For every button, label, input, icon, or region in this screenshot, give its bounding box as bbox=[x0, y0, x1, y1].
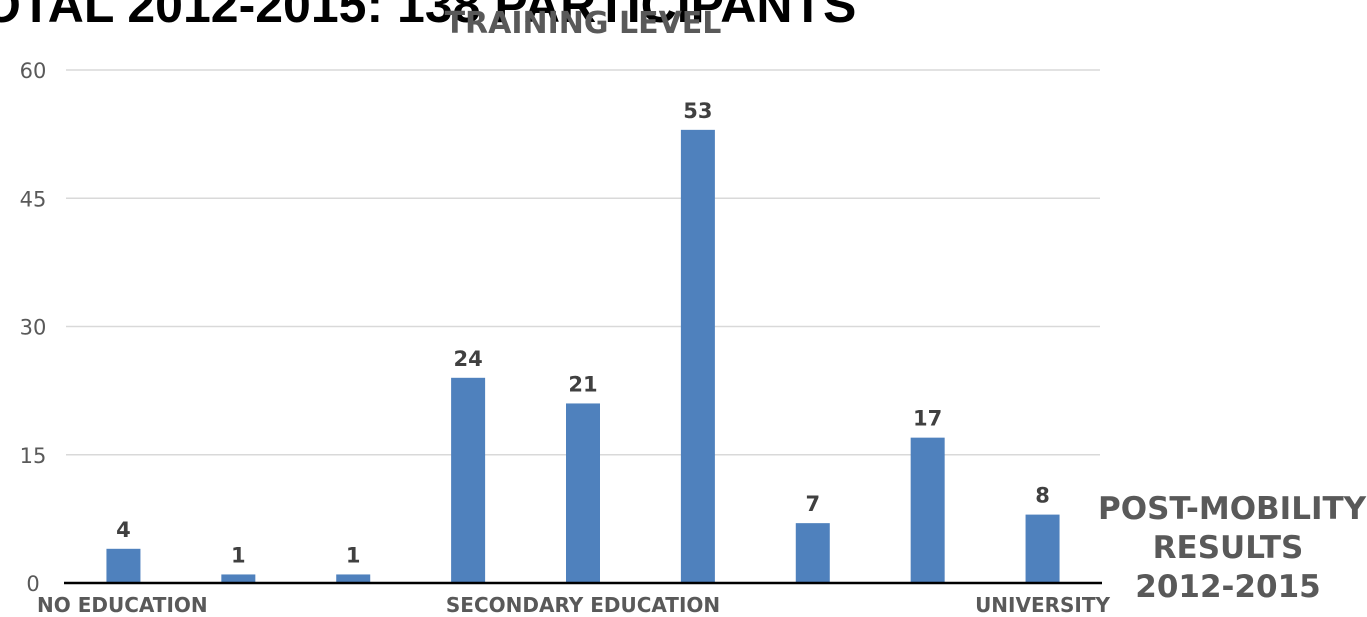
data-label: 24 bbox=[453, 347, 482, 371]
y-tick-label: 15 bbox=[20, 444, 47, 468]
bar bbox=[795, 523, 830, 583]
bar bbox=[451, 377, 486, 583]
y-tick-label: 60 bbox=[20, 59, 47, 83]
side-title-line1: POST-MOBILITY bbox=[1098, 491, 1367, 527]
bars bbox=[106, 129, 1060, 583]
y-tick-label: 0 bbox=[26, 572, 39, 596]
bar bbox=[221, 574, 256, 583]
x-axis-ticks: NO EDUCATION SECONDARY EDUCATION UNIVERSIT… bbox=[37, 593, 1111, 617]
bar bbox=[910, 437, 945, 583]
data-label: 1 bbox=[346, 543, 361, 567]
chart-title: TRAINING LEVEL bbox=[445, 6, 722, 41]
data-label: 17 bbox=[913, 407, 942, 431]
bar bbox=[566, 403, 600, 583]
y-tick-label: 30 bbox=[20, 316, 47, 340]
x-tick-label: SECONDARY EDUCATION bbox=[446, 593, 720, 617]
bar bbox=[336, 574, 371, 583]
headline: OTAL 2012-2015: 138 PARTICIPANTS bbox=[0, 0, 857, 33]
data-label: 7 bbox=[805, 492, 820, 516]
y-axis-ticks: 0 15 30 45 60 bbox=[20, 59, 47, 596]
x-tick-label: NO EDUCATION bbox=[37, 593, 208, 617]
data-label: 4 bbox=[116, 518, 131, 542]
x-tick-label: UNIVERSITY bbox=[975, 593, 1110, 617]
bar bbox=[680, 129, 715, 583]
side-title-line2: RESULTS bbox=[1152, 530, 1304, 566]
data-label: 8 bbox=[1035, 484, 1050, 508]
y-tick-label: 45 bbox=[20, 187, 47, 211]
data-label: 1 bbox=[231, 543, 246, 567]
side-title-line3: 2012-2015 bbox=[1135, 569, 1321, 605]
bar bbox=[106, 548, 141, 583]
gridlines bbox=[66, 69, 1100, 456]
data-labels: 4 1 1 24 21 53 7 17 8 bbox=[116, 99, 1050, 568]
side-title: POST-MOBILITY RESULTS 2012-2015 bbox=[1098, 490, 1367, 607]
data-label: 21 bbox=[568, 372, 597, 396]
bar bbox=[1025, 514, 1060, 583]
data-label: 53 bbox=[683, 99, 712, 123]
